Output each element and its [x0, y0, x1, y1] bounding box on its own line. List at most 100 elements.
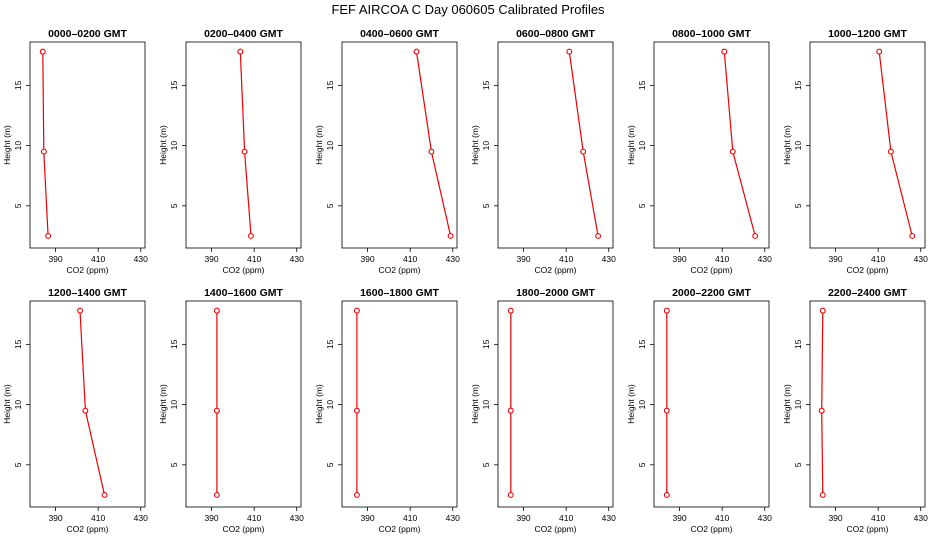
y-axis-label: Height (m): [782, 384, 792, 424]
profile-panel-7: 1200–1400 GMT 390 410 430 CO2 (ppm) 5 10 15 Heig…: [2, 287, 148, 534]
profile-line: [878, 51, 913, 237]
profile-line: [821, 310, 824, 496]
y-tick-label: 10: [13, 141, 23, 151]
y-axis-label: Height (m): [314, 384, 324, 424]
data-point: [77, 307, 83, 314]
y-tick-label: 5: [13, 462, 23, 467]
panel-grid: 0000–0200 GMT 390 410 430 CO2 (ppm) 5 10 15 Heig…: [2, 28, 928, 534]
plot-frame: [653, 300, 770, 508]
plot-frame: [185, 300, 302, 508]
panel-title: 0000–0200 GMT: [48, 28, 127, 40]
x-tick-label: 430: [758, 254, 772, 264]
data-point: [752, 233, 759, 239]
x-tick-label: 390: [516, 513, 530, 523]
profile-line: [239, 51, 252, 237]
profile-panel-2: 0200–0400 GMT 390 410 430 CO2 (ppm) 5 10 15 Heig…: [158, 28, 304, 275]
x-axis-label: CO2 (ppm): [378, 265, 420, 275]
profile-panel-10: 1800–2000 GMT 390 410 430 CO2 (ppm) 5 10 15 Heig…: [470, 287, 616, 534]
x-tick-label: 390: [516, 254, 530, 264]
x-axis-label: CO2 (ppm): [222, 524, 264, 534]
x-tick-label: 410: [247, 513, 261, 523]
y-axis-label: Height (m): [314, 125, 324, 165]
x-tick-label: 430: [602, 254, 616, 264]
y-axis-label: Height (m): [626, 125, 636, 165]
profile-panel-11: 2000–2200 GMT 390 410 430 CO2 (ppm) 5 10 15 Heig…: [626, 287, 772, 534]
data-point: [213, 307, 220, 314]
profile-panel-5: 0800–1000 GMT 390 410 430 CO2 (ppm) 5 10 15 Heig…: [626, 28, 772, 275]
data-point: [507, 307, 514, 314]
data-point: [353, 492, 360, 498]
y-tick-label: 15: [13, 80, 23, 90]
x-tick-label: 410: [403, 513, 417, 523]
y-tick-label: 10: [793, 400, 803, 410]
data-point: [248, 233, 254, 239]
y-tick-label: 15: [13, 339, 23, 349]
y-tick-label: 15: [481, 339, 491, 349]
profile-panel-8: 1400–1600 GMT 390 410 430 CO2 (ppm) 5 10 15 Heig…: [158, 287, 304, 534]
data-point: [818, 407, 825, 414]
y-tick-label: 5: [637, 203, 647, 208]
x-axis-label: CO2 (ppm): [378, 524, 420, 534]
y-tick-label: 10: [481, 141, 491, 151]
x-tick-label: 390: [204, 513, 218, 523]
x-tick-label: 390: [672, 254, 686, 264]
data-point: [819, 307, 826, 314]
y-axis-label: Height (m): [2, 125, 12, 165]
x-tick-label: 390: [360, 513, 374, 523]
y-tick-label: 5: [13, 203, 23, 208]
plot-frame: [809, 41, 926, 249]
x-tick-label: 410: [871, 254, 885, 264]
data-point: [213, 492, 220, 498]
data-point: [595, 233, 602, 239]
plot-frame: [341, 41, 458, 249]
y-tick-label: 15: [637, 80, 647, 90]
data-point: [237, 48, 244, 55]
x-tick-label: 430: [602, 513, 616, 523]
y-tick-label: 10: [169, 141, 179, 151]
profile-panel-6: 1000–1200 GMT 390 410 430 CO2 (ppm) 5 10 15 Heig…: [782, 28, 928, 275]
data-point: [507, 407, 514, 414]
y-axis-label: Height (m): [158, 125, 168, 165]
panel-title: 1400–1600 GMT: [204, 287, 283, 299]
y-tick-label: 15: [793, 339, 803, 349]
data-point: [876, 48, 883, 55]
panel-title: 0400–0600 GMT: [360, 28, 439, 40]
x-tick-label: 430: [914, 513, 928, 523]
data-point: [39, 48, 46, 55]
plot-frame: [809, 300, 926, 508]
y-tick-label: 10: [793, 141, 803, 151]
x-tick-label: 410: [403, 254, 417, 264]
data-point: [721, 48, 728, 55]
profile-panel-9: 1600–1800 GMT 390 410 430 CO2 (ppm) 5 10 15 Heig…: [314, 287, 460, 534]
plot-frame: [497, 41, 614, 249]
x-tick-label: 410: [559, 254, 573, 264]
x-tick-label: 430: [446, 513, 460, 523]
x-axis-label: CO2 (ppm): [690, 524, 732, 534]
x-tick-label: 430: [446, 254, 460, 264]
data-point: [101, 492, 108, 498]
panel-title: 1000–1200 GMT: [828, 28, 907, 40]
x-tick-label: 410: [91, 254, 105, 264]
x-tick-label: 430: [134, 254, 148, 264]
data-point: [566, 48, 573, 55]
x-axis-label: CO2 (ppm): [66, 524, 108, 534]
x-axis-label: CO2 (ppm): [534, 265, 576, 275]
plot-frame: [29, 41, 146, 249]
x-tick-label: 410: [247, 254, 261, 264]
data-point: [729, 148, 736, 155]
x-tick-label: 430: [134, 513, 148, 523]
y-tick-label: 10: [325, 400, 335, 410]
y-tick-label: 15: [169, 80, 179, 90]
y-tick-label: 5: [481, 203, 491, 208]
plot-frame: [497, 300, 614, 508]
x-axis-label: CO2 (ppm): [222, 265, 264, 275]
data-point: [663, 307, 670, 314]
data-point: [909, 233, 916, 239]
panel-title: 0800–1000 GMT: [672, 28, 751, 40]
y-axis-label: Height (m): [2, 384, 12, 424]
y-tick-label: 10: [325, 141, 335, 151]
y-tick-label: 5: [793, 203, 803, 208]
data-point: [353, 407, 360, 414]
x-axis-label: CO2 (ppm): [534, 524, 576, 534]
